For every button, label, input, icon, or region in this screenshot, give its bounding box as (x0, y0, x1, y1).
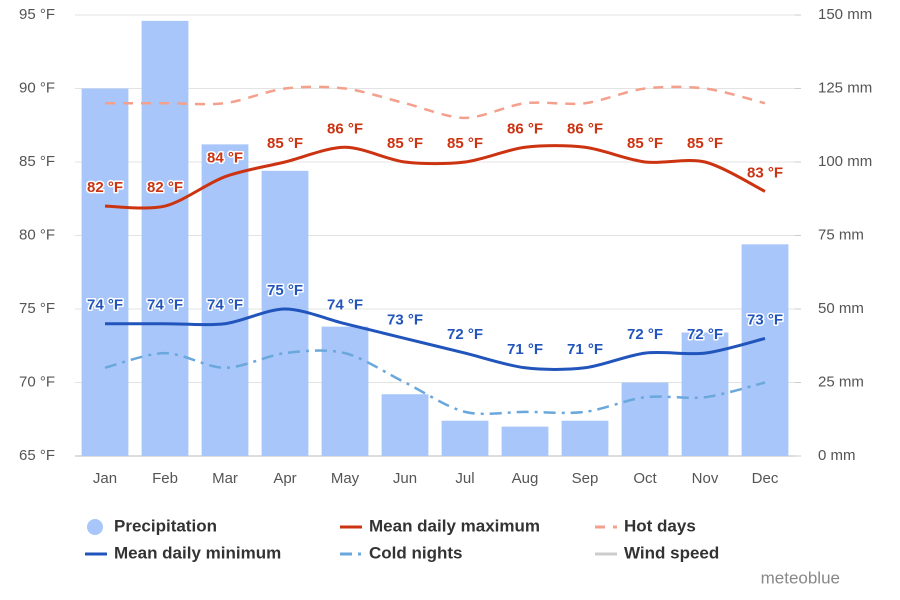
bar (621, 382, 669, 456)
data-label: 72 °F (627, 326, 663, 343)
bar (141, 20, 189, 456)
bar (561, 420, 609, 456)
y2-tick-label: 150 mm (818, 6, 872, 23)
data-label: 82 °F (147, 179, 183, 196)
x-tick-label: Sep (572, 470, 599, 487)
x-tick-label: Jun (393, 470, 417, 487)
bar (741, 244, 789, 456)
bar (201, 144, 249, 457)
x-tick-label: Jul (455, 470, 474, 487)
y-tick-label: 75 °F (19, 300, 55, 317)
data-label: 71 °F (507, 341, 543, 358)
bar (261, 170, 309, 456)
data-label: 84 °F (207, 150, 243, 167)
data-label: 86 °F (327, 120, 363, 137)
y-tick-label: 70 °F (19, 373, 55, 390)
y-tick-label: 90 °F (19, 79, 55, 96)
bar (321, 326, 369, 456)
legend-label[interactable]: Mean daily minimum (114, 543, 281, 562)
data-label: 85 °F (447, 135, 483, 152)
data-label: 85 °F (627, 135, 663, 152)
legend-label[interactable]: Cold nights (369, 543, 462, 562)
data-label: 71 °F (567, 341, 603, 358)
legend-label[interactable]: Mean daily maximum (369, 516, 540, 535)
line (104, 144, 766, 210)
x-tick-label: Mar (212, 470, 238, 487)
data-label: 85 °F (687, 135, 723, 152)
line (104, 307, 766, 371)
x-tick-label: Jan (93, 470, 117, 487)
bar (441, 420, 489, 456)
y2-tick-label: 25 mm (818, 373, 864, 390)
data-label: 73 °F (387, 311, 423, 328)
credit: meteoblue (761, 568, 840, 587)
y2-tick-label: 0 mm (818, 447, 856, 464)
data-label: 83 °F (747, 164, 783, 181)
bar (501, 426, 549, 456)
x-tick-label: Dec (752, 470, 779, 487)
data-label: 74 °F (87, 297, 123, 314)
data-label: 72 °F (687, 326, 723, 343)
data-label: 74 °F (147, 297, 183, 314)
y-tick-label: 85 °F (19, 153, 55, 170)
y-tick-label: 65 °F (19, 447, 55, 464)
data-label: 75 °F (267, 282, 303, 299)
line (104, 349, 766, 416)
y2-tick-label: 125 mm (818, 79, 872, 96)
bar (81, 88, 129, 456)
data-label: 72 °F (447, 326, 483, 343)
x-tick-label: Feb (152, 470, 178, 487)
x-tick-label: Nov (692, 470, 719, 487)
data-label: 73 °F (747, 311, 783, 328)
legend-symbol (87, 519, 103, 535)
x-tick-label: Aug (512, 470, 539, 487)
bar (381, 394, 429, 456)
x-tick-label: Apr (273, 470, 296, 487)
data-label: 74 °F (327, 297, 363, 314)
x-tick-label: Oct (633, 470, 657, 487)
data-label: 85 °F (387, 135, 423, 152)
y2-tick-label: 75 mm (818, 226, 864, 243)
legend-label[interactable]: Precipitation (114, 516, 217, 535)
y2-tick-label: 50 mm (818, 300, 864, 317)
y-tick-label: 80 °F (19, 226, 55, 243)
data-label: 86 °F (507, 120, 543, 137)
line (104, 85, 766, 120)
legend-label[interactable]: Wind speed (624, 543, 719, 562)
data-label: 74 °F (207, 297, 243, 314)
x-tick-label: May (331, 470, 360, 487)
data-label: 85 °F (267, 135, 303, 152)
y2-tick-label: 100 mm (818, 153, 872, 170)
data-label: 86 °F (567, 120, 603, 137)
legend-label[interactable]: Hot days (624, 516, 696, 535)
data-label: 82 °F (87, 179, 123, 196)
y-tick-label: 95 °F (19, 6, 55, 23)
